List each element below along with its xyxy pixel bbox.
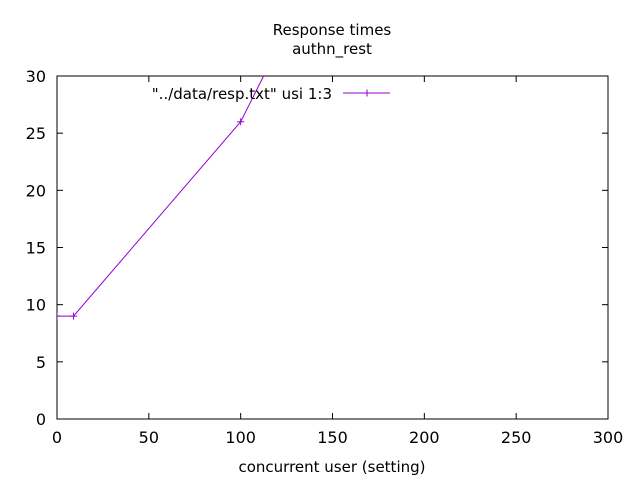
data-point-marker	[70, 312, 78, 320]
x-tick-label: 200	[409, 428, 440, 447]
y-tick-label: 0	[36, 410, 46, 429]
series-line-0	[57, 76, 265, 317]
plot-frame	[56, 75, 609, 420]
x-tick-label: 250	[501, 428, 532, 447]
y-axis-ticks: 0 5 10 15 20 25 30	[26, 67, 608, 429]
x-tick-label: 50	[139, 428, 159, 447]
y-tick-label: 5	[36, 353, 46, 372]
y-tick-label: 25	[26, 124, 46, 143]
x-tick-label: 0	[52, 428, 62, 447]
series-layer	[57, 76, 265, 320]
y-tick-label: 15	[26, 239, 46, 258]
x-tick-label: 100	[225, 428, 256, 447]
x-tick-label: 150	[317, 428, 348, 447]
chart-subtitle: authn_rest	[292, 40, 372, 59]
y-tick-label: 10	[26, 296, 46, 315]
y-tick-label: 30	[26, 67, 46, 86]
legend-label: "../data/resp.txt" usi 1:3	[152, 85, 332, 103]
data-point-marker	[237, 118, 245, 126]
x-tick-label: 300	[593, 428, 624, 447]
x-axis-ticks: 0 50 100 150 200 250 300	[52, 76, 623, 447]
x-axis-label: concurrent user (setting)	[238, 458, 425, 476]
chart-title: Response times	[273, 21, 392, 39]
data-point-marker	[57, 312, 61, 320]
y-tick-label: 20	[26, 181, 46, 200]
legend: "../data/resp.txt" usi 1:3	[152, 85, 390, 103]
legend-marker	[363, 89, 371, 97]
